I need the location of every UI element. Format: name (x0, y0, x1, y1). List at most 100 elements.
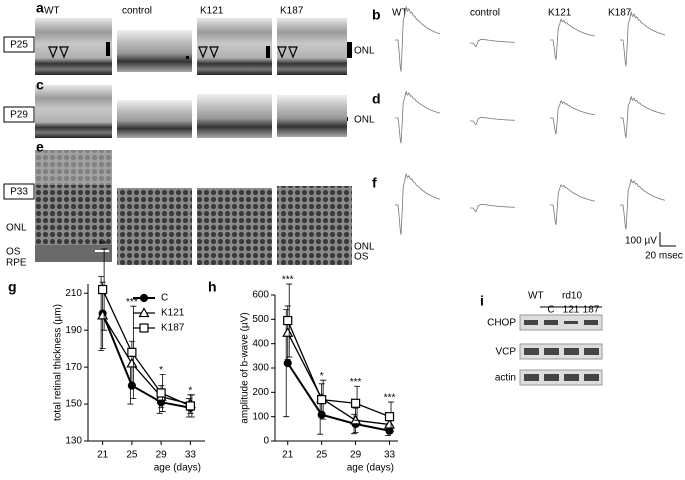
marker (384, 412, 395, 422)
panel-label: i (480, 293, 484, 309)
y-tick-label: 100 (252, 411, 269, 422)
age-label: P25 (10, 40, 28, 51)
series-line (287, 332, 390, 426)
marker (126, 357, 138, 368)
histology-image (197, 188, 272, 265)
erg-trace (620, 178, 666, 230)
x-tick-label: 29 (350, 450, 362, 461)
age-box (3, 106, 35, 123)
layer-label: ONL (354, 46, 375, 57)
y-tick-label: 130 (65, 436, 82, 447)
marker (282, 326, 294, 337)
legend-marker (139, 293, 149, 303)
layer-label: OS (354, 252, 369, 263)
x-tick-label: 21 (97, 450, 109, 461)
x-tick-label: 21 (282, 450, 294, 461)
marker (283, 359, 292, 368)
oct-image (35, 85, 112, 138)
histology-image (277, 186, 352, 265)
panel-label: b (372, 7, 381, 23)
x-tick-label: 25 (316, 450, 328, 461)
column-header: K187 (608, 8, 632, 19)
significance-label: *** (384, 393, 396, 404)
erg-scale-bar (659, 232, 676, 247)
panel-label: a (36, 0, 44, 16)
y-tick-label: 170 (65, 362, 82, 373)
y-axis-label: total retinal thickness (µm) (53, 304, 64, 421)
marker (185, 401, 195, 411)
y-tick-label: 200 (252, 387, 269, 398)
layer-label: ONL (6, 223, 27, 234)
erg-trace (395, 5, 441, 72)
x-tick-label: 25 (126, 450, 138, 461)
column-header: WT (392, 8, 408, 19)
legend-label: C (161, 293, 168, 304)
significance-label: *** (350, 377, 362, 388)
erg-trace (395, 173, 441, 235)
column-header: control (470, 8, 500, 19)
significance-label: *** (126, 297, 138, 308)
scale-label: 100 µV (625, 236, 657, 247)
oct-image (117, 100, 192, 138)
column-header: control (122, 6, 152, 17)
oct-image (277, 18, 347, 75)
oct-image (197, 94, 272, 138)
marker (127, 347, 137, 357)
blot-row: VCP (495, 347, 516, 358)
blot-row: actin (495, 373, 516, 384)
layout (3, 18, 676, 386)
panel-label: g (8, 279, 17, 295)
oct-image (197, 18, 272, 75)
y-tick-label: 190 (65, 325, 82, 336)
layer-label: OS (6, 247, 21, 258)
marker (350, 414, 362, 425)
significance-label: *** (282, 275, 294, 286)
column-header: K121 (548, 8, 572, 19)
oct-image (277, 95, 347, 137)
erg-trace (620, 10, 666, 67)
marker (283, 315, 293, 326)
histology-image (117, 188, 192, 265)
panel-label: f (372, 175, 377, 191)
histology-layer (35, 245, 112, 262)
erg-trace (550, 99, 596, 135)
x-tick-label: 29 (156, 450, 168, 461)
column-header: K187 (280, 6, 304, 17)
panel-label: e (36, 139, 44, 155)
series-line (101, 313, 191, 409)
y-tick-label: 300 (252, 363, 269, 374)
y-tick-label: 150 (65, 399, 82, 410)
blot-lane: C (547, 305, 554, 316)
erg-trace (470, 38, 516, 48)
layer-label: ONL (354, 115, 375, 126)
significance-label: ** (99, 240, 107, 251)
significance-label: * (159, 365, 163, 376)
x-tick-label: 33 (185, 450, 197, 461)
age-label: P33 (10, 187, 28, 198)
western-blot (519, 306, 603, 386)
erg-trace (620, 95, 666, 138)
marker (350, 398, 361, 408)
age-box (3, 36, 35, 53)
y-tick-label: 500 (252, 314, 269, 325)
erg-trace (470, 203, 516, 213)
histology-layer (35, 150, 112, 185)
y-axis-label: amplitude of b-wave (µV) (240, 312, 251, 423)
marker (383, 418, 396, 429)
x-axis-label: age (days) (347, 463, 394, 474)
legend-marker (138, 307, 150, 318)
erg-trace (550, 18, 596, 60)
blot-group: WT (528, 291, 544, 302)
y-tick-label: 600 (252, 290, 269, 301)
oct-image (117, 30, 192, 72)
x-tick-label: 33 (384, 450, 396, 461)
age-box (3, 183, 35, 200)
y-tick-label: 400 (252, 338, 269, 349)
legend-marker (139, 323, 149, 333)
column-header: K121 (200, 6, 224, 17)
y-tick-label: 210 (65, 288, 82, 299)
marker (97, 309, 109, 320)
panel-label: c (36, 77, 44, 93)
layer-label: RPE (6, 258, 27, 269)
